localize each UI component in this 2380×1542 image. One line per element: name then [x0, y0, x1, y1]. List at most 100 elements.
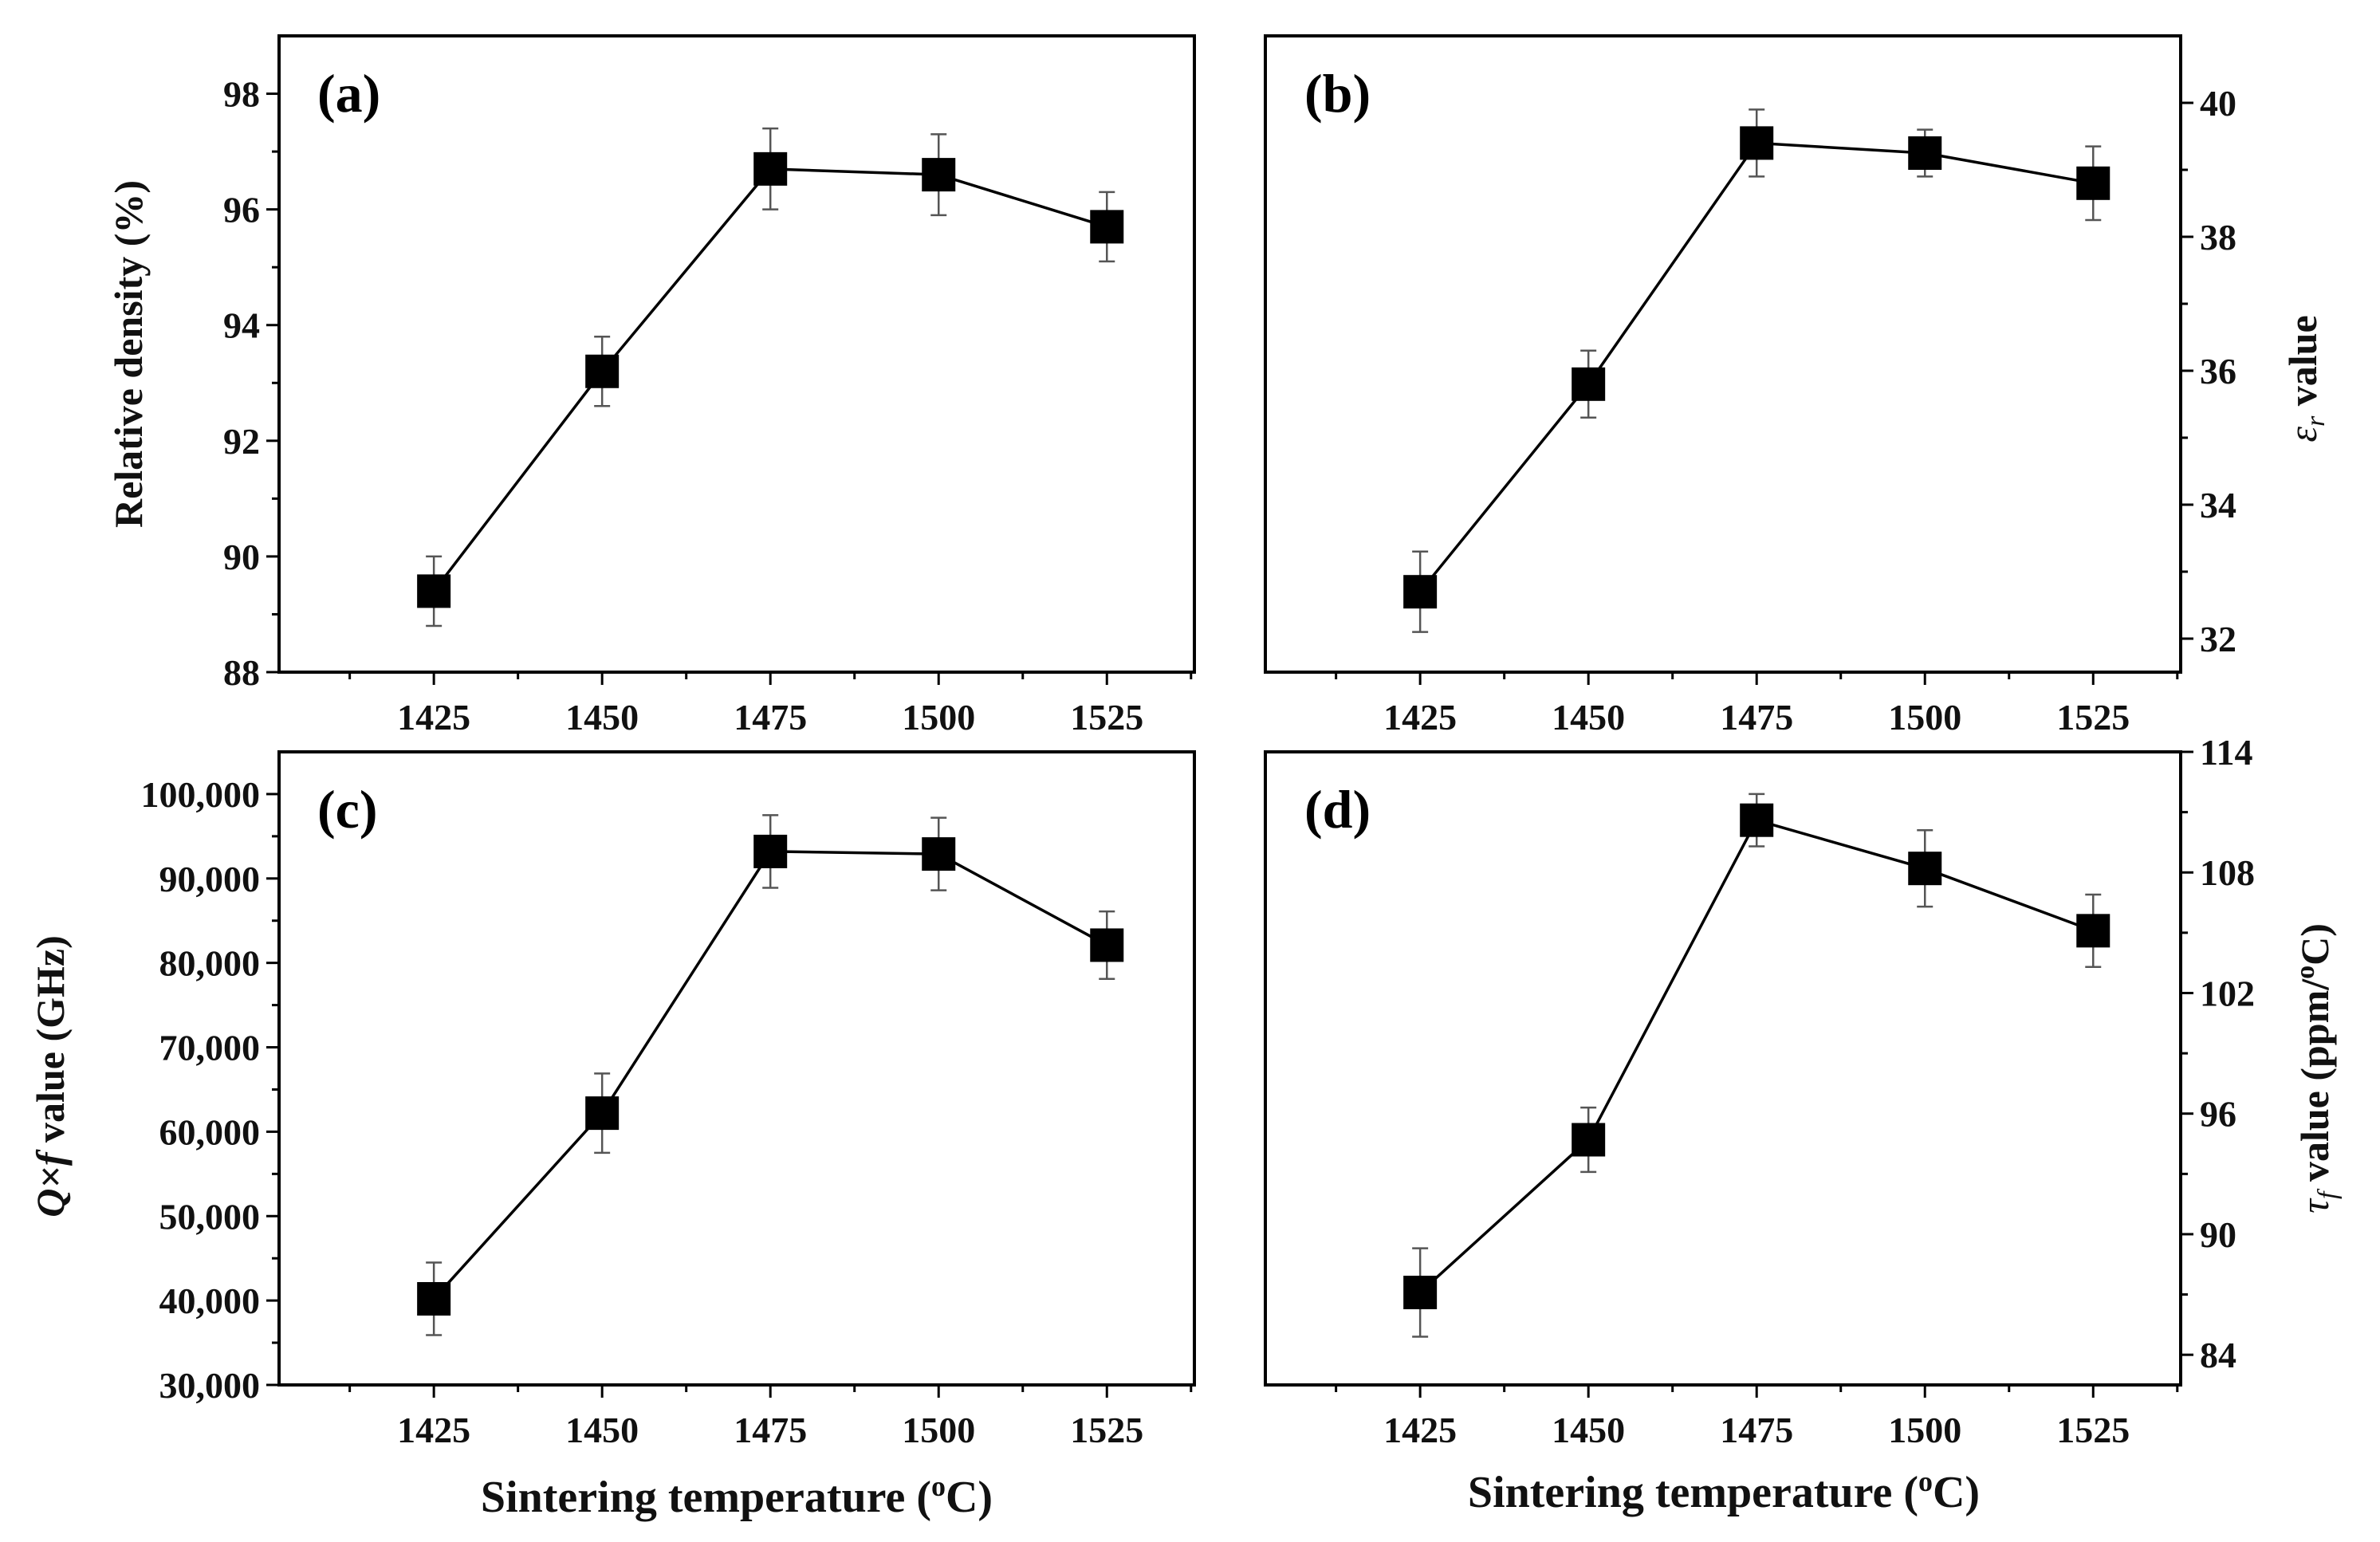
panel-c-data-point: [417, 1282, 451, 1316]
panel-c-marks: 1425 1450 1475 1500 1525 30,000 40,000 50,000 60…: [141, 774, 1193, 1450]
panel-c-ytick-label: 40,000: [159, 1280, 261, 1321]
panel-c-xlabel: Sintering temperature (oC): [481, 1470, 993, 1522]
panel-d-xtick-label: 1475: [1720, 1410, 1793, 1450]
panel-a-data-point: [922, 158, 956, 192]
panel-d-data-point: [1740, 803, 1774, 837]
panel-c-xlabel-degree: o: [931, 1470, 946, 1502]
panel-d-ytick-label: 90: [2200, 1214, 2236, 1255]
panel-a-data-point: [585, 354, 620, 388]
panel-b-ylabel-sub: r: [2301, 415, 2331, 427]
panel-b-ytick-label: 36: [2200, 351, 2236, 391]
panel-d-ylabel-unit: C): [2292, 923, 2337, 966]
panel-b-ytick-label: 34: [2200, 485, 2236, 525]
panel-c-data-point: [1090, 928, 1124, 962]
panel-c-data-point: [753, 834, 788, 868]
panel-c-xlabel-unit: C): [946, 1473, 993, 1522]
panel-a-xtick-label: 1450: [565, 697, 639, 738]
panel-c-ytick-label: 80,000: [159, 943, 261, 984]
panel-d-ylabel-rest: value (ppm/: [2292, 978, 2337, 1192]
panel-d-xlabel-degree: o: [1918, 1465, 1933, 1497]
panel-c-data-point: [922, 837, 956, 871]
panel-a-frame: [277, 34, 1196, 674]
panel-d-ytick-label: 108: [2200, 852, 2255, 893]
panel-a-ytick-label: 98: [223, 74, 260, 115]
panel-c-ylabel-italic: Q×f: [28, 1149, 73, 1217]
panel-b-data-point: [1572, 367, 1606, 401]
panel-a-xtick-label: 1425: [397, 697, 470, 738]
panel-d-xlabel-unit: C): [1933, 1468, 1980, 1517]
panel-a-data-point: [417, 574, 451, 608]
panel-a-xtick-label: 1525: [1070, 697, 1143, 738]
panel-d-xtick-label: 1450: [1552, 1410, 1625, 1450]
panel-a-ylabel: Relative density (%): [106, 180, 151, 528]
panel-c-ylabel-rest: value (GHz): [28, 935, 73, 1152]
panel-c-label: (c): [317, 779, 377, 840]
panel-b-ylabel: εr value: [2280, 315, 2331, 442]
panel-b-ylabel-rest: value: [2280, 315, 2325, 415]
panel-c-ytick-label: 60,000: [159, 1111, 261, 1152]
panel-c-ytick-label: 30,000: [159, 1365, 261, 1406]
panel-d-series-line: [1418, 818, 2094, 1294]
panel-c-xtick-label: 1525: [1070, 1410, 1143, 1450]
panel-b-frame: [1264, 34, 2182, 674]
panel-b-label: (b): [1304, 63, 1371, 124]
panel-a-xtick-label: 1500: [902, 697, 975, 738]
panel-c: 1425 1450 1475 1500 1525 30,000 40,000 50,000 60…: [28, 750, 1196, 1522]
panel-c-ytick-label: 90,000: [159, 859, 261, 899]
panel-b-data-point: [1403, 575, 1438, 609]
panel-b-ytick-label: 32: [2200, 619, 2236, 659]
panel-a-ytick-label: 96: [223, 190, 260, 230]
panel-c-ylabel: Q×f value (GHz): [28, 935, 73, 1217]
panel-c-xtick-label: 1475: [734, 1410, 807, 1450]
panel-d-xlabel: Sintering temperature (oC): [1468, 1465, 1980, 1517]
panel-d-marks: 1425 1450 1475 1500 1525 84 90 96 102 108 114: [1335, 732, 2255, 1450]
panel-c-data-point: [585, 1096, 620, 1131]
panel-c-ytick-label: 70,000: [159, 1028, 261, 1068]
panel-b-ytick-label: 38: [2200, 217, 2236, 258]
panel-c-xtick-label: 1500: [902, 1410, 975, 1450]
panel-b-xtick-label: 1425: [1383, 697, 1457, 738]
panel-d-data-point: [1403, 1276, 1438, 1310]
panel-b: 1425 1450 1475 1500 1525 32 34 36 38 40 (b) εr va…: [1264, 34, 2331, 738]
panel-a-ytick-label: 92: [223, 421, 260, 462]
panel-d-label: (d): [1304, 779, 1371, 840]
panel-d-xtick-label: 1525: [2056, 1410, 2130, 1450]
panel-d-ytick-label: 114: [2200, 732, 2252, 773]
panel-d-ylabel: τf value (ppm/oC): [2291, 923, 2343, 1214]
panel-a-data-point: [1090, 210, 1124, 244]
panel-c-xlabel-text: Sintering temperature (: [481, 1473, 931, 1522]
panel-d-frame: [1264, 750, 2182, 1387]
panel-c-xtick-label: 1425: [397, 1410, 470, 1450]
panel-b-data-point: [1908, 136, 1942, 170]
panel-a: 1425 1450 1475 1500 1525 88 90 92 94 96 98 (a) Rel…: [106, 34, 1196, 738]
panel-d-data-point: [1572, 1123, 1606, 1157]
panel-d-ytick-label: 84: [2200, 1335, 2236, 1375]
panel-d-xlabel-text: Sintering temperature (: [1468, 1468, 1918, 1517]
panel-a-ytick-label: 90: [223, 537, 260, 577]
panel-c-series-line: [432, 850, 1108, 1300]
panel-a-ytick-label: 94: [223, 305, 260, 346]
panel-a-label: (a): [317, 63, 380, 124]
panel-b-ylabel-symbol: ε: [2280, 427, 2325, 443]
panel-d-data-point: [1908, 852, 1942, 886]
panel-d-xtick-label: 1500: [1888, 1410, 1961, 1450]
panel-b-xtick-label: 1450: [1552, 697, 1625, 738]
panel-a-xtick-label: 1475: [734, 697, 807, 738]
panel-b-series-line: [1418, 141, 2094, 593]
panel-b-marks: 1425 1450 1475 1500 1525 32 34 36 38 40: [1335, 83, 2236, 738]
panel-a-data-point: [753, 151, 788, 186]
panel-a-series-line: [432, 167, 1107, 592]
panel-c-frame: [277, 750, 1196, 1387]
panel-c-ytick-label: 100,000: [141, 774, 261, 815]
panel-b-data-point: [2076, 166, 2111, 200]
panel-d-ylabel-symbol: τ: [2292, 1198, 2337, 1214]
panel-b-ytick-label: 40: [2200, 83, 2236, 124]
panel-c-xtick-label: 1450: [565, 1410, 639, 1450]
panel-d-ylabel-deg: o: [2291, 966, 2320, 979]
panel-d-xtick-label: 1425: [1383, 1410, 1457, 1450]
panel-d-data-point: [2076, 914, 2111, 948]
panel-c-ytick-label: 50,000: [159, 1196, 261, 1237]
panel-b-xtick-label: 1475: [1720, 697, 1793, 738]
